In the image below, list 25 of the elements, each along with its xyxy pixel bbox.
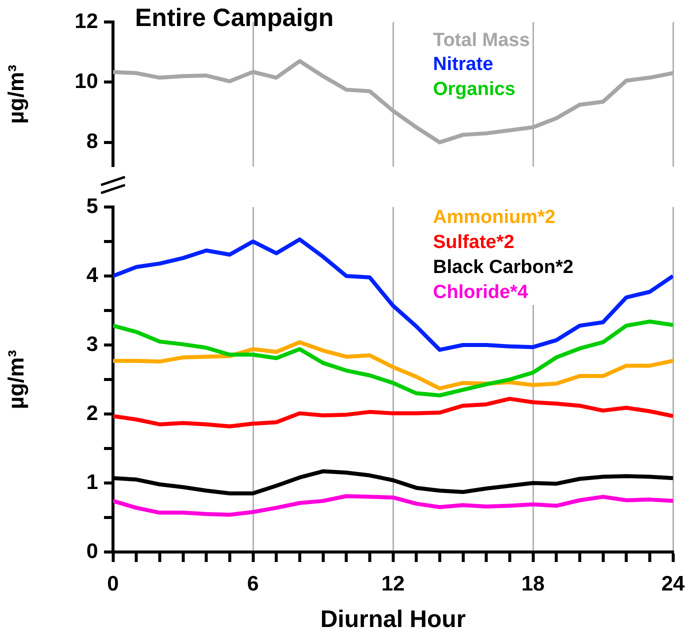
text: Ammonium*2 [433,205,574,230]
text: Black Carbon*2 [433,255,574,280]
x-tick-label: 18 [521,572,545,596]
y-tick-label: 4 [86,264,98,287]
text: Nitrate [433,52,516,77]
chart-title: Entire Campaign [135,4,334,33]
x-tick-label: 0 [107,572,119,596]
text: Chloride*4 [433,280,574,305]
y-tick-label: 5 [86,194,98,218]
x-tick-label: 6 [247,572,259,596]
text: Sulfate*2 [433,230,574,255]
y-tick-label: 8 [86,130,98,154]
text: Organics [433,77,516,102]
y-axis-title: µg/m³ [3,350,28,410]
y-tick-label: 1 [86,470,98,494]
text: Total Mass [433,28,530,53]
y-tick-label: 0 [86,540,98,563]
y-tick-label: 2 [86,402,98,425]
y-tick-label: 3 [86,332,98,356]
y-tick-label: 10 [74,70,98,93]
y-axis-title: µg/m³ [3,64,28,124]
x-tick-label: 12 [381,572,405,596]
y-tick-label: 12 [74,10,98,33]
x-tick-label: 24 [661,572,685,596]
x-axis-title: Diurnal Hour [320,606,466,634]
